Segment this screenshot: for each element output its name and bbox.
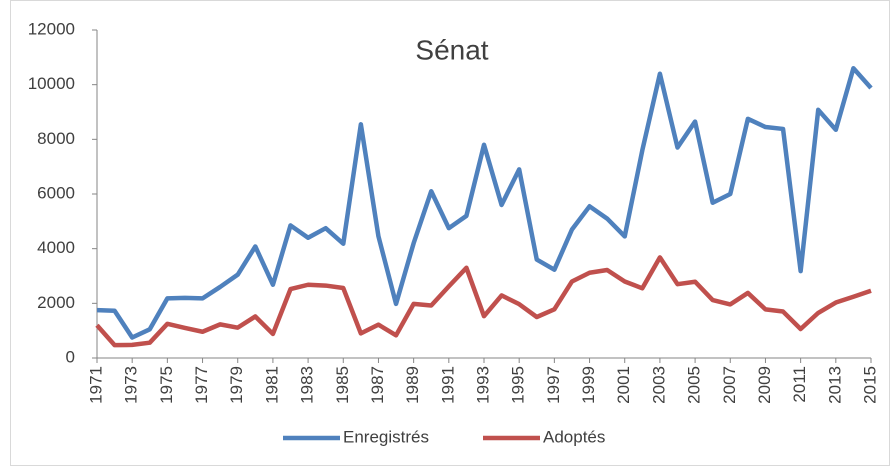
chart-frame xyxy=(10,0,890,466)
x-tick-label: 1971 xyxy=(86,366,105,404)
x-tick-label: 2003 xyxy=(649,366,668,404)
x-tick-label: 2013 xyxy=(825,366,844,404)
y-tick-label: 10000 xyxy=(28,74,75,93)
x-tick-label: 1989 xyxy=(403,366,422,404)
x-tick-label: 2001 xyxy=(614,366,633,404)
x-tick-label: 1985 xyxy=(333,366,352,404)
x-tick-label: 1979 xyxy=(227,366,246,404)
y-tick-label: 4000 xyxy=(37,238,75,257)
x-tick-label: 1987 xyxy=(368,366,387,404)
x-tick-label: 1977 xyxy=(192,366,211,404)
x-tick-label: 1997 xyxy=(544,366,563,404)
x-tick-label: 2009 xyxy=(755,366,774,404)
x-tick-label: 1981 xyxy=(262,366,281,404)
series-line xyxy=(96,66,873,340)
x-tick-label: 1983 xyxy=(298,366,317,404)
x-tick-label: 1993 xyxy=(473,366,492,404)
y-tick-label: 6000 xyxy=(37,183,75,202)
legend-label: Adoptés xyxy=(543,427,605,446)
x-tick-label: 2015 xyxy=(860,366,879,404)
chart-title: Sénat xyxy=(415,34,488,65)
x-tick-label: 1991 xyxy=(438,366,457,404)
y-tick-label: 0 xyxy=(66,347,75,366)
x-tick-label: 1999 xyxy=(579,366,598,404)
x-tick-label: 1975 xyxy=(157,366,176,404)
x-tick-label: 1973 xyxy=(122,366,141,404)
series-line xyxy=(95,255,872,348)
x-tick-label: 2005 xyxy=(685,366,704,404)
legend-label: Enregistrés xyxy=(343,427,429,446)
x-tick-label: 2007 xyxy=(720,366,739,404)
y-tick-label: 8000 xyxy=(37,129,75,148)
y-tick-label: 2000 xyxy=(37,293,75,312)
x-tick-label: 2011 xyxy=(790,366,809,403)
y-tick-label: 12000 xyxy=(28,19,75,38)
x-tick-label: 1995 xyxy=(509,366,528,404)
